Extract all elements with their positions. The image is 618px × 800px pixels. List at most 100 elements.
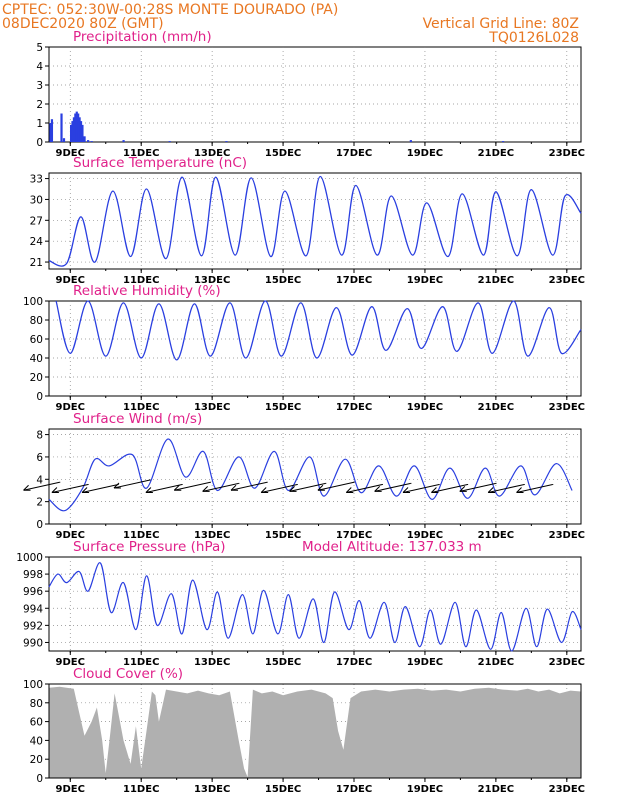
x-tick-label: 19DEC — [407, 784, 443, 795]
precip-bar — [122, 140, 125, 142]
x-tick-label: 23DEC — [549, 402, 585, 413]
y-tick-label: 0 — [36, 773, 43, 785]
x-tick-label: 17DEC — [336, 402, 372, 413]
wind-arrow — [260, 483, 298, 493]
x-tick-label: 13DEC — [194, 275, 230, 286]
wind-arrow — [23, 481, 61, 491]
wind-arrow — [202, 482, 240, 492]
header-grid-line: Vertical Grid Line: 80Z — [423, 16, 579, 32]
x-tick-label: 23DEC — [549, 784, 585, 795]
model-altitude: Model Altitude: 137.033 m — [302, 539, 482, 555]
precip-bar — [62, 138, 66, 142]
plot-frame — [48, 300, 582, 397]
panel-cloud: 0 20 40 60 80 100 9DEC 11DEC 13DEC 15DEC 17DEC 19DE… — [23, 666, 585, 795]
panel-title: Cloud Cover (%) — [73, 666, 183, 682]
wind-arrow — [173, 481, 211, 491]
y-tick-label: 21 — [30, 257, 43, 269]
precip-bar — [81, 124, 84, 142]
x-tick-label: 21DEC — [478, 275, 514, 286]
x-tick-label: 11DEC — [123, 402, 159, 413]
x-tick-label: 9DEC — [56, 275, 85, 286]
x-tick-label: 13DEC — [194, 402, 230, 413]
y-tick-label: 5 — [36, 42, 43, 54]
y-tick-label: 20 — [30, 372, 43, 384]
header-model-id: TQ0126L028 — [488, 30, 579, 46]
cloud-area — [49, 686, 581, 778]
x-tick-label: 21DEC — [478, 657, 514, 668]
wind-arrow — [230, 481, 268, 491]
x-tick-label: 11DEC — [123, 275, 159, 286]
panels: 0 1 2 3 4 5 9DEC 11DEC 13DEC 15DEC 17DEC 19DEC 21DEC… — [16, 29, 585, 795]
y-tick-label: 30 — [30, 194, 43, 206]
y-tick-label: 80 — [30, 315, 43, 327]
y-tick-label: 4 — [36, 474, 43, 486]
wind-arrow — [51, 483, 89, 493]
y-tick-label: 0 — [36, 137, 43, 149]
wind-arrow — [459, 482, 497, 492]
panel-temp: 21 24 27 30 33 9DEC 11DEC 13DEC 15DEC 17DEC 19DEC 2… — [30, 155, 585, 286]
x-tick-label: 23DEC — [549, 657, 585, 668]
x-tick-label: 19DEC — [407, 275, 443, 286]
precip-bar — [225, 141, 228, 142]
x-tick-label: 17DEC — [336, 784, 372, 795]
wind-arrow — [431, 483, 469, 493]
x-tick-label: 17DEC — [336, 530, 372, 541]
x-tick-label: 11DEC — [123, 657, 159, 668]
y-tick-label: 24 — [30, 236, 44, 248]
x-tick-label: 23DEC — [549, 148, 585, 159]
y-tick-label: 1000 — [16, 552, 43, 564]
precip-bar — [49, 123, 52, 142]
x-tick-label: 21DEC — [478, 530, 514, 541]
plot-frame — [48, 428, 582, 525]
y-tick-label: 80 — [30, 698, 43, 710]
precip-bar — [87, 140, 90, 142]
precip-bar — [50, 119, 54, 142]
panel-wind: 0 2 4 6 8 9DEC 11DEC 13DEC 15DEC 17DEC 19DEC 21DEC 2… — [23, 411, 585, 541]
x-tick-label: 13DEC — [194, 784, 230, 795]
x-tick-label: 15DEC — [265, 148, 301, 159]
precip-bar — [75, 111, 78, 142]
precip-bar — [90, 141, 93, 142]
wind-arrow — [113, 479, 151, 489]
wind-arrow — [487, 483, 525, 493]
x-tick-label: 17DEC — [336, 657, 372, 668]
y-tick-label: 8 — [36, 430, 43, 442]
press-line — [48, 562, 582, 652]
x-tick-label: 15DEC — [265, 657, 301, 668]
x-tick-label: 9DEC — [56, 402, 85, 413]
x-tick-label: 17DEC — [336, 148, 372, 159]
x-tick-label: 9DEC — [56, 148, 85, 159]
y-tick-label: 60 — [30, 334, 43, 346]
y-tick-label: 996 — [23, 586, 43, 598]
y-tick-label: 60 — [30, 717, 43, 729]
x-tick-label: 9DEC — [56, 657, 85, 668]
x-tick-label: 17DEC — [336, 275, 372, 286]
y-tick-label: 2 — [36, 497, 43, 509]
x-tick-label: 15DEC — [265, 784, 301, 795]
x-tick-label: 11DEC — [123, 530, 159, 541]
y-tick-label: 992 — [23, 620, 43, 632]
x-tick-label: 23DEC — [549, 275, 585, 286]
x-tick-label: 21DEC — [478, 402, 514, 413]
y-tick-label: 2 — [36, 99, 43, 111]
precip-bar — [409, 140, 412, 142]
wind-arrow — [289, 482, 327, 492]
panel-precip: 0 1 2 3 4 5 9DEC 11DEC 13DEC 15DEC 17DEC 19DEC 21DEC… — [36, 29, 585, 159]
precip-bar — [74, 113, 77, 142]
header-location: CPTEC: 052:30W-00:28S MONTE DOURADO (PA) — [2, 2, 338, 18]
precip-bar — [168, 141, 171, 142]
x-tick-label: 9DEC — [56, 530, 85, 541]
wind-arrow — [402, 483, 440, 493]
x-tick-label: 15DEC — [265, 275, 301, 286]
wind-arrow — [317, 481, 355, 491]
panel-title: Surface Temperature (nC) — [73, 155, 247, 171]
y-tick-label: 0 — [36, 391, 43, 403]
precip-bar — [60, 113, 63, 142]
x-tick-label: 21DEC — [478, 784, 514, 795]
wind-arrow — [345, 483, 384, 493]
temp-line — [48, 175, 582, 267]
x-tick-label: 19DEC — [407, 402, 443, 413]
plot-frame-outline — [48, 683, 582, 779]
panel-press: 990 992 994 996 998 1000 9DEC 11DEC 13DEC 15DEC 17… — [16, 539, 585, 668]
x-tick-label: 9DEC — [56, 784, 85, 795]
